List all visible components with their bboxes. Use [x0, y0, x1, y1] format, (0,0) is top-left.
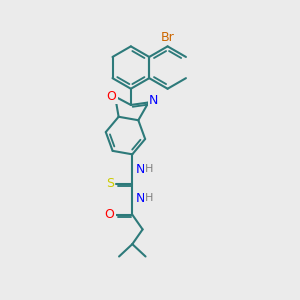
Text: H: H: [145, 194, 154, 203]
Text: N: N: [149, 94, 158, 107]
Text: S: S: [106, 177, 114, 190]
Text: N: N: [136, 163, 145, 176]
Text: N: N: [136, 192, 145, 205]
Text: O: O: [105, 208, 115, 221]
Text: O: O: [107, 90, 116, 103]
Text: Br: Br: [161, 31, 175, 44]
Text: H: H: [145, 164, 154, 174]
